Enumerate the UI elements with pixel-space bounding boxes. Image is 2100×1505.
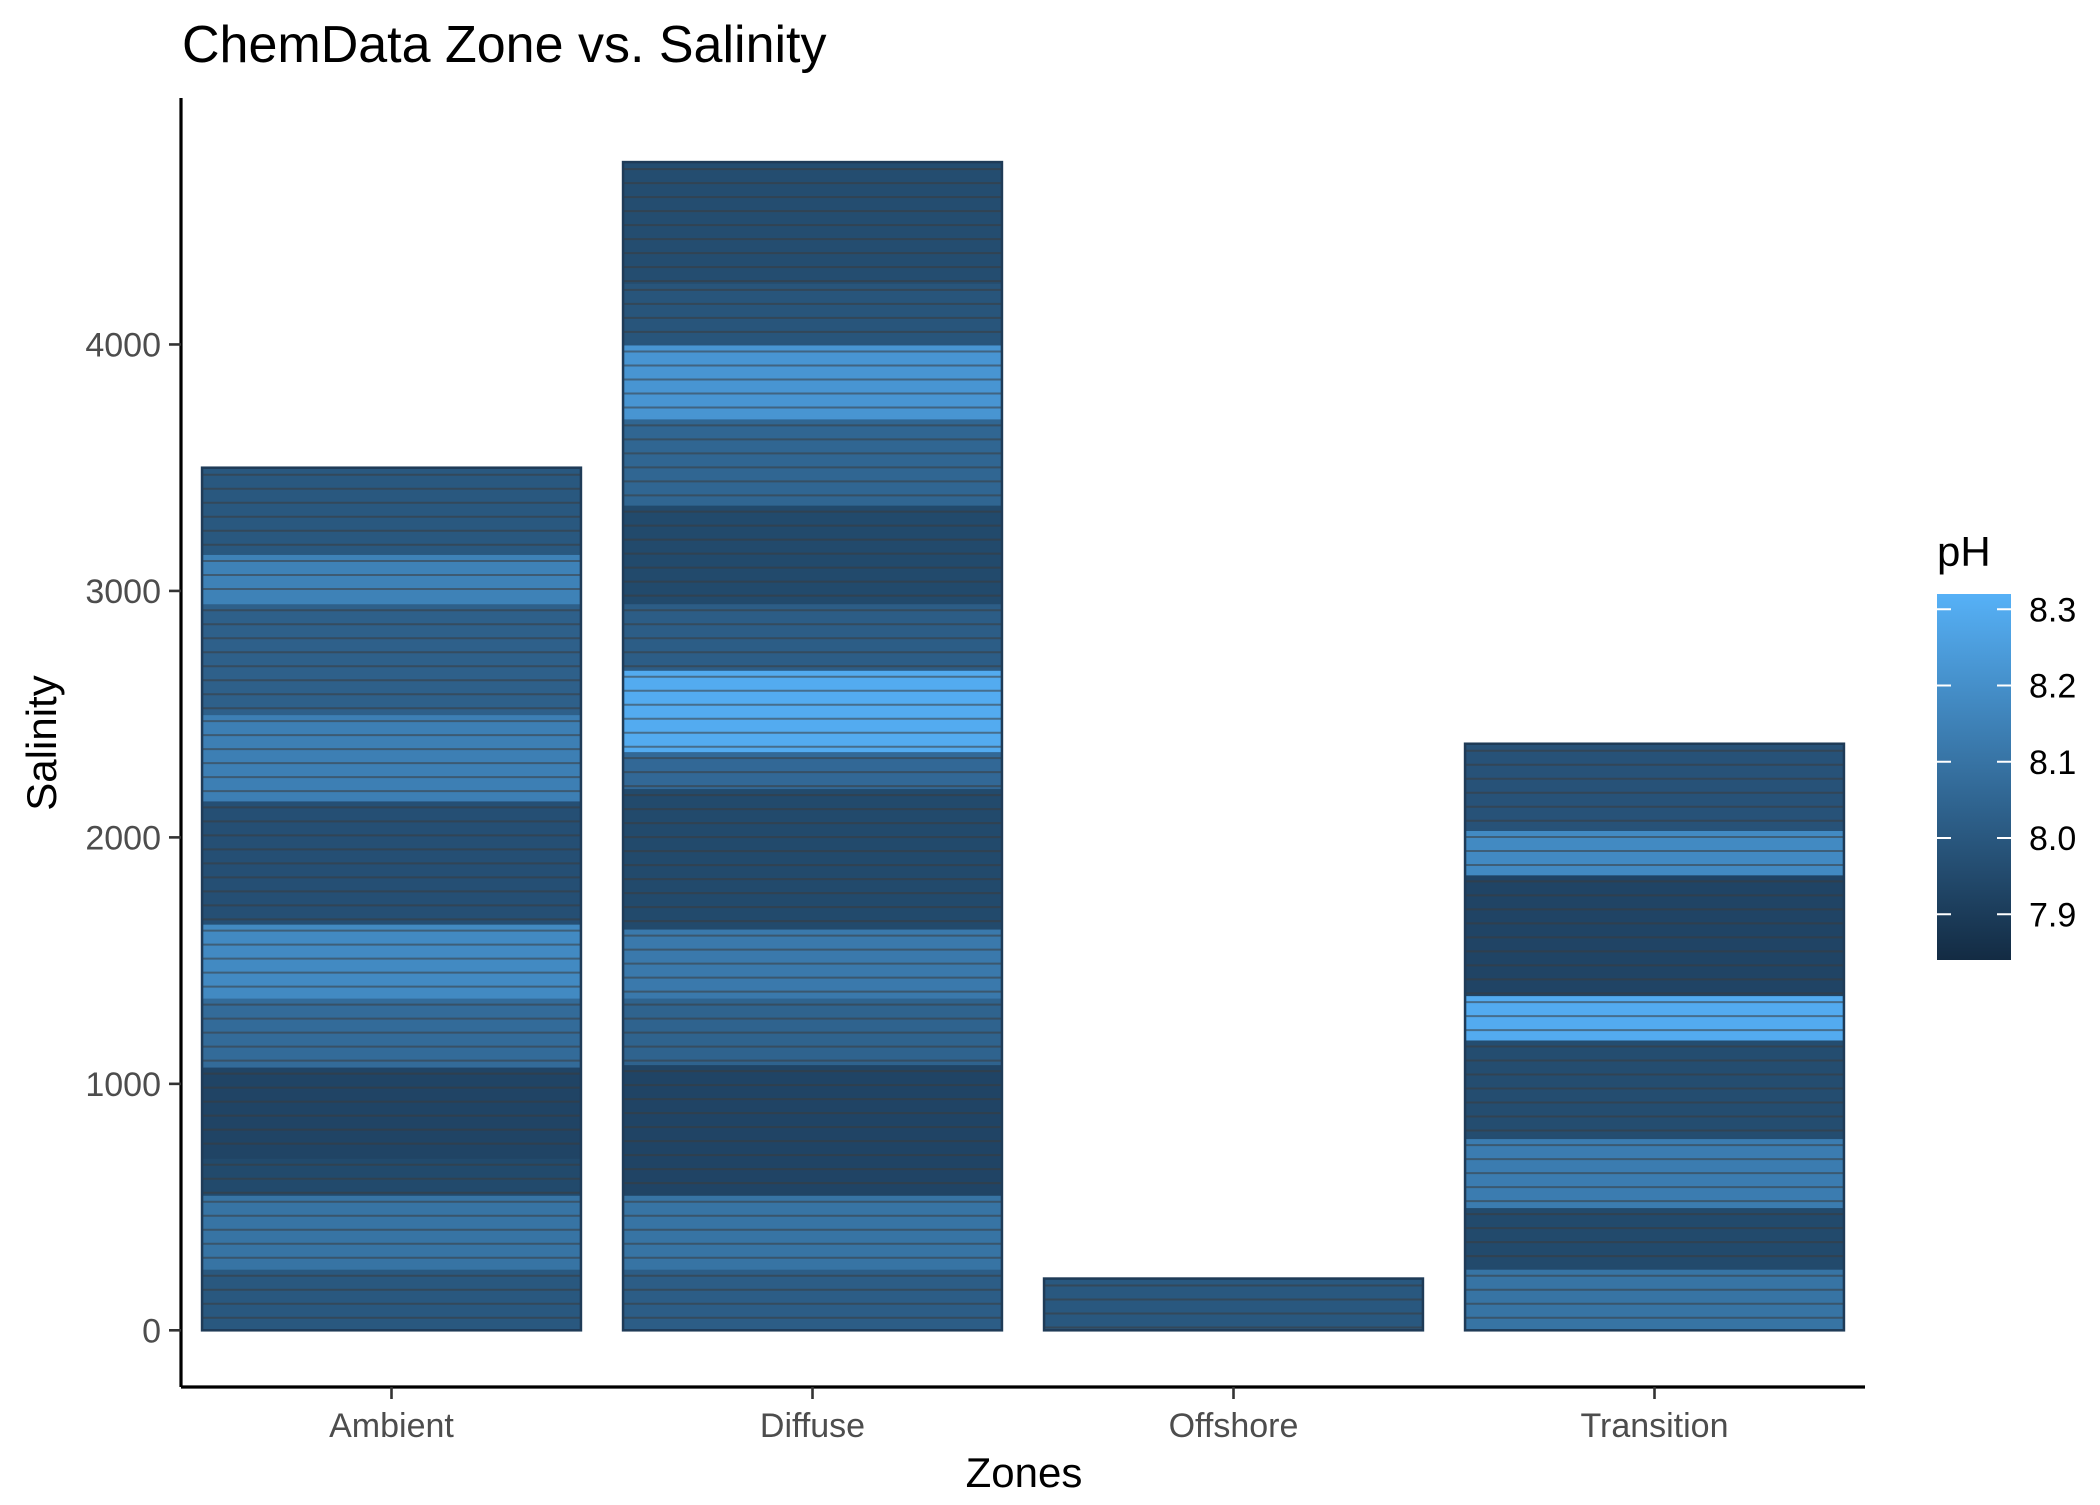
bar-segment	[201, 922, 582, 999]
bar-segment	[1464, 1206, 1845, 1270]
legend-tick-label: 8.0	[2029, 820, 2076, 858]
chart-title: ChemData Zone vs. Salinity	[182, 16, 827, 74]
bar-segment	[1464, 742, 1845, 831]
y-axis-ticks: 0 1000 2000 3000 4000	[85, 326, 181, 1350]
legend-colorbar	[1937, 594, 2011, 960]
y-tick-label: 3000	[85, 573, 161, 611]
y-axis-title: Salinity	[18, 675, 65, 810]
bar-segment	[1464, 1267, 1845, 1332]
bar-segment	[622, 1267, 1003, 1332]
bar-segment	[622, 668, 1003, 753]
bar-segment	[622, 602, 1003, 671]
x-axis-title: Zones	[966, 1449, 1083, 1496]
bar-segment	[622, 417, 1003, 506]
legend-title: pH	[1937, 528, 1991, 575]
color-legend: pH 7.9 8.0 8.1 8.2 8.3	[1937, 528, 2076, 960]
bar-segment	[622, 1063, 1003, 1196]
bar-transition	[1463, 742, 1846, 1332]
y-tick-label: 4000	[85, 326, 161, 364]
bars-layer	[200, 160, 1846, 1332]
legend-tick-label: 8.2	[2029, 668, 2076, 706]
bar-outline	[1463, 742, 1846, 1332]
bar-segment	[622, 161, 1003, 284]
x-tick-label: Diffuse	[760, 1407, 865, 1445]
bar-segment	[201, 1193, 582, 1270]
bar-segment	[201, 466, 582, 555]
bar-segment	[622, 343, 1003, 420]
bar-ambient	[200, 466, 583, 1332]
bar-outline	[621, 160, 1004, 1332]
x-tick-label: Ambient	[329, 1407, 454, 1445]
bar-outline	[200, 466, 583, 1332]
bar-segment	[201, 552, 582, 605]
legend-tick-label: 8.3	[2029, 591, 2076, 629]
bar-outline	[1042, 1277, 1425, 1332]
bar-segment	[201, 1156, 582, 1196]
bar-segment	[201, 1267, 582, 1332]
y-tick-label: 2000	[85, 819, 161, 857]
legend-tick-label: 8.1	[2029, 744, 2076, 782]
y-tick-label: 0	[142, 1312, 161, 1350]
bar-segment	[622, 996, 1003, 1066]
bar-segment	[622, 787, 1003, 930]
bar-segment	[1464, 873, 1845, 997]
bar-segment	[201, 713, 582, 802]
bar-diffuse	[621, 160, 1004, 1332]
bar-segment	[201, 602, 582, 716]
x-tick-label: Offshore	[1169, 1407, 1299, 1445]
legend-tick-label: 7.9	[2029, 896, 2076, 934]
x-axis-ticks: Ambient Diffuse Offshore Transition	[329, 1387, 1729, 1445]
y-tick-label: 1000	[85, 1066, 161, 1104]
bar-segment	[622, 281, 1003, 346]
bar-offshore	[1042, 1277, 1425, 1332]
bar-segment	[622, 750, 1003, 790]
x-tick-label: Transition	[1580, 1407, 1728, 1445]
legend-ticks: 7.9 8.0 8.1 8.2 8.3	[1937, 591, 2076, 934]
